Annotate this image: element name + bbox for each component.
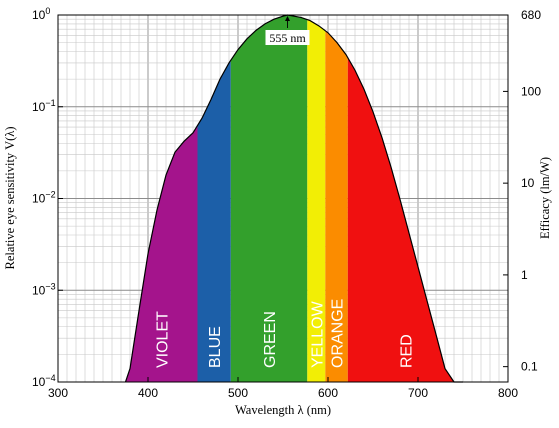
x-tick-label: 700 [408,386,428,400]
right-tick-label: 10 [521,176,535,190]
x-tick-label: 500 [228,386,248,400]
annotation-box [265,30,310,45]
y-tick-label: 10−3 [32,281,56,297]
band-orange [325,15,348,382]
peak-annotation: 555 nm [265,16,310,45]
band-label-violet: VIOLET [155,311,172,368]
y-axis-label: Relative eye sensitivity V(λ) [3,127,17,270]
band-green [230,15,308,382]
x-tick-label: 600 [318,386,338,400]
band-label-orange: ORANGE [330,299,347,368]
band-labels: VIOLET BLUE GREEN YELLOW ORANGE RED [155,299,416,368]
y-tick-label: 100 [32,6,50,22]
band-label-yellow: YELLOW [309,300,326,368]
band-label-blue: BLUE [207,326,224,368]
band-yellow [307,15,326,382]
right-tick-label: 0.1 [521,360,538,374]
annotation-arrow-head [285,16,290,21]
y-tick-label: 10−2 [32,190,56,206]
x-tick-label: 300 [48,386,68,400]
band-label-green: GREEN [262,311,279,368]
annotation-text: 555 nm [269,31,306,45]
right-tick-label: 1 [521,268,528,282]
right-axis-label: Efficacy (lm/W) [538,157,552,239]
x-axis-label: Wavelength λ (nm) [235,403,331,417]
x-tick-label: 400 [138,386,158,400]
right-tick-label: 100 [521,84,541,98]
y-tick-label: 10−1 [32,98,56,114]
right-tick-label: 680 [521,8,541,22]
x-tick-label: 800 [498,386,518,400]
band-label-red: RED [398,334,415,368]
